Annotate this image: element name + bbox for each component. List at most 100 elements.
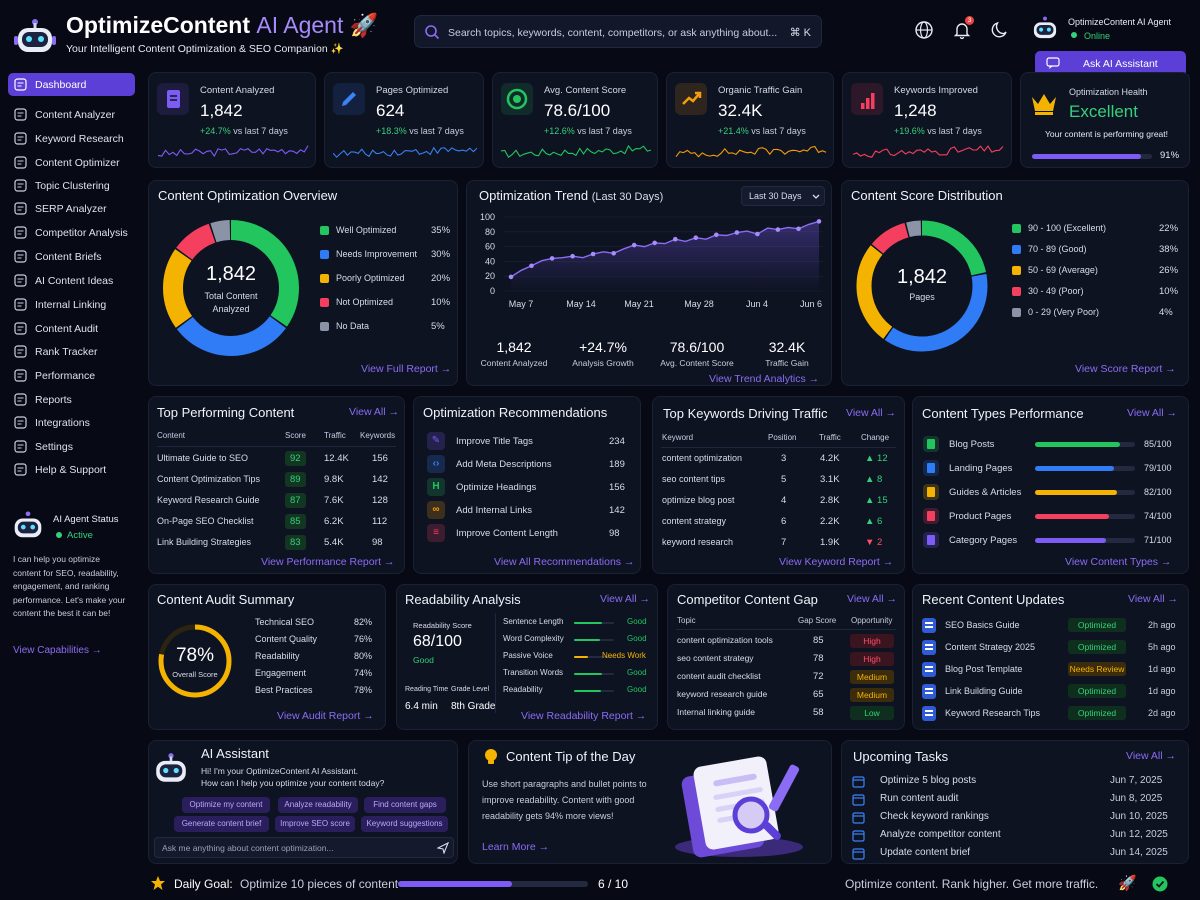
update-row[interactable]: Blog Post Template Needs Review 1d ago [913,661,1188,681]
keywords-count: 128 [372,495,388,506]
sidebar-item-rank-tracker[interactable]: Rank Tracker [8,340,135,363]
moon-icon[interactable] [991,20,1009,38]
table-row[interactable]: optimize blog post 4 2.8K ▲ 15 [653,495,904,515]
range-dropdown[interactable]: Last 30 Days [741,186,825,206]
stat-delta-value: +19.6% [894,126,925,136]
table-row[interactable]: Content Optimization Tips 89 9.8K 142 [149,472,404,493]
suggestion-chip[interactable]: Improve SEO score [275,816,355,832]
task-item[interactable]: Check keyword rankings Jun 10, 2025 [842,810,1188,826]
assistant-input[interactable]: Ask me anything about content optimizati… [154,837,454,858]
sidebar-item-help-support[interactable]: Help & Support [8,458,135,481]
table-row[interactable]: On-Page SEO Checklist 85 6.2K 112 [149,514,404,535]
search-bar[interactable]: Search topics, keywords, content, compet… [414,15,822,48]
suggestion-chip[interactable]: Generate content brief [174,816,269,832]
recommendation-item[interactable]: ≡ Improve Content Length 98 [414,524,640,544]
recommendation-item[interactable]: ∞ Add Internal Links 142 [414,501,640,521]
table-row[interactable]: content optimization tools 85 High [668,634,904,651]
globe-icon[interactable] [914,20,934,40]
table-row[interactable]: Internal linking guide 58 Low [668,706,904,723]
suggestion-chip[interactable]: Find content gaps [364,797,446,813]
search-input[interactable]: Search topics, keywords, content, compet… [448,27,778,39]
content-type-row[interactable]: Blog Posts 85/100 [913,436,1188,456]
sidebar-item-performance[interactable]: Performance [8,364,135,387]
table-row[interactable]: Keyword Research Guide 87 7.6K 128 [149,493,404,514]
recommendation-item[interactable]: ‹› Add Meta Descriptions 189 [414,455,640,475]
table-row[interactable]: seo content tips 5 3.1K ▲ 8 [653,474,904,494]
view-score-report-link[interactable]: View Score Report → [1075,363,1176,375]
recommendation-item[interactable]: H Optimize Headings 156 [414,478,640,498]
sidebar-item-ai-content-ideas[interactable]: AI Content Ideas [8,269,135,292]
sidebar-item-content-audit[interactable]: Content Audit [8,317,135,340]
content-type-row[interactable]: Product Pages 74/100 [913,508,1188,528]
stat-period-label: vs last 7 days [409,126,464,136]
sidebar-item-topic-clustering[interactable]: Topic Clustering [8,174,135,197]
table-row[interactable]: keyword research guide 65 Medium [668,688,904,705]
content-types-view-all[interactable]: View All → [1127,407,1177,419]
view-all-recommendations-link[interactable]: View All Recommendations → [494,556,635,568]
task-label: Update content brief [880,847,971,858]
distribution-center-label: Pages [909,292,935,302]
tasks-view-all[interactable]: View All → [1126,750,1176,762]
sidebar-item-serp-analyzer[interactable]: SERP Analyzer [8,197,135,220]
sidebar-item-keyword-research[interactable]: Keyword Research [8,127,135,150]
table-row[interactable]: content strategy 6 2.2K ▲ 6 [653,516,904,536]
learn-more-link[interactable]: Learn More → [482,841,550,853]
table-row[interactable]: content optimization 3 4.2K ▲ 12 [653,453,904,473]
legend-percent: 26% [1159,265,1179,276]
view-content-types-link[interactable]: View Content Types → [1065,556,1172,568]
suggestion-chip[interactable]: Keyword suggestions [361,816,448,832]
table-row[interactable]: keyword research 7 1.9K ▼ 2 [653,537,904,557]
sidebar-item-dashboard[interactable]: Dashboard [8,73,135,96]
online-dot [1071,32,1077,38]
keywords-view-all[interactable]: View All → [846,407,896,419]
update-row[interactable]: Keyword Research Tips Optimized 2d ago [913,705,1188,725]
view-capabilities-link[interactable]: View Capabilities → [13,645,102,656]
content-type-row[interactable]: Guides & Articles 82/100 [913,484,1188,504]
legend-label: Needs Improvement [336,249,418,259]
readability-metric-bar [574,622,614,624]
distribution-card: Content Score Distribution 1,842 Pages V… [841,180,1189,386]
bell-icon[interactable] [952,20,972,40]
legend-label: 30 - 49 (Poor) [1028,286,1084,296]
sidebar-item-settings[interactable]: Settings [8,435,135,458]
view-keyword-report-link[interactable]: View Keyword Report → [779,556,894,568]
sidebar-item-reports[interactable]: Reports [8,388,135,411]
content-type-row[interactable]: Landing Pages 79/100 [913,460,1188,480]
table-row[interactable]: Link Building Strategies 83 5.4K 98 [149,535,404,556]
view-full-report-link[interactable]: View Full Report → [361,363,452,375]
task-item[interactable]: Run content audit Jun 8, 2025 [842,792,1188,808]
task-item[interactable]: Update content brief Jun 14, 2025 [842,846,1188,862]
table-row[interactable]: content audit checklist 72 Medium [668,670,904,687]
view-performance-report-link[interactable]: View Performance Report → [261,556,395,568]
table-row[interactable]: Ultimate Guide to SEO 92 12.4K 156 [149,451,404,472]
suggestion-chip[interactable]: Analyze readability [278,797,358,813]
recommendation-item[interactable]: ✎ Improve Title Tags 234 [414,432,640,452]
ask-ai-button[interactable]: Ask AI Assistant [1035,51,1186,76]
sidebar-item-competitor-analysis[interactable]: Competitor Analysis [8,221,135,244]
sidebar-item-integrations[interactable]: Integrations [8,411,135,434]
keyword-traffic: 3.1K [820,474,840,485]
gap-view-all[interactable]: View All → [847,593,897,605]
health-progress [1032,154,1152,159]
update-row[interactable]: Link Building Guide Optimized 1d ago [913,683,1188,703]
content-type-row[interactable]: Category Pages 71/100 [913,532,1188,552]
view-trend-analytics-link[interactable]: View Trend Analytics → [709,373,820,385]
readability-view-all[interactable]: View All → [600,593,650,605]
task-item[interactable]: Optimize 5 blog posts Jun 7, 2025 [842,774,1188,790]
sidebar-item-content-optimizer[interactable]: Content Optimizer [8,151,135,174]
updates-view-all[interactable]: View All → [1128,593,1178,605]
update-row[interactable]: SEO Basics Guide Optimized 2h ago [913,617,1188,637]
view-readability-report-link[interactable]: View Readability Report → [521,710,647,722]
table-row[interactable]: seo content strategy 78 High [668,652,904,669]
send-icon[interactable] [437,842,449,854]
suggestion-chip[interactable]: Optimize my content [182,797,270,813]
sidebar-item-internal-linking[interactable]: Internal Linking [8,293,135,316]
content-type-score: 85/100 [1144,439,1172,449]
sidebar-item-content-analyzer[interactable]: Content Analyzer [8,103,135,126]
user-avatar[interactable] [1030,12,1060,42]
update-row[interactable]: Content Strategy 2025 Optimized 5h ago [913,639,1188,659]
top-content-view-all[interactable]: View All → [349,406,399,418]
sidebar-item-content-briefs[interactable]: Content Briefs [8,245,135,268]
view-audit-report-link[interactable]: View Audit Report → [277,710,374,722]
task-item[interactable]: Analyze competitor content Jun 12, 2025 [842,828,1188,844]
